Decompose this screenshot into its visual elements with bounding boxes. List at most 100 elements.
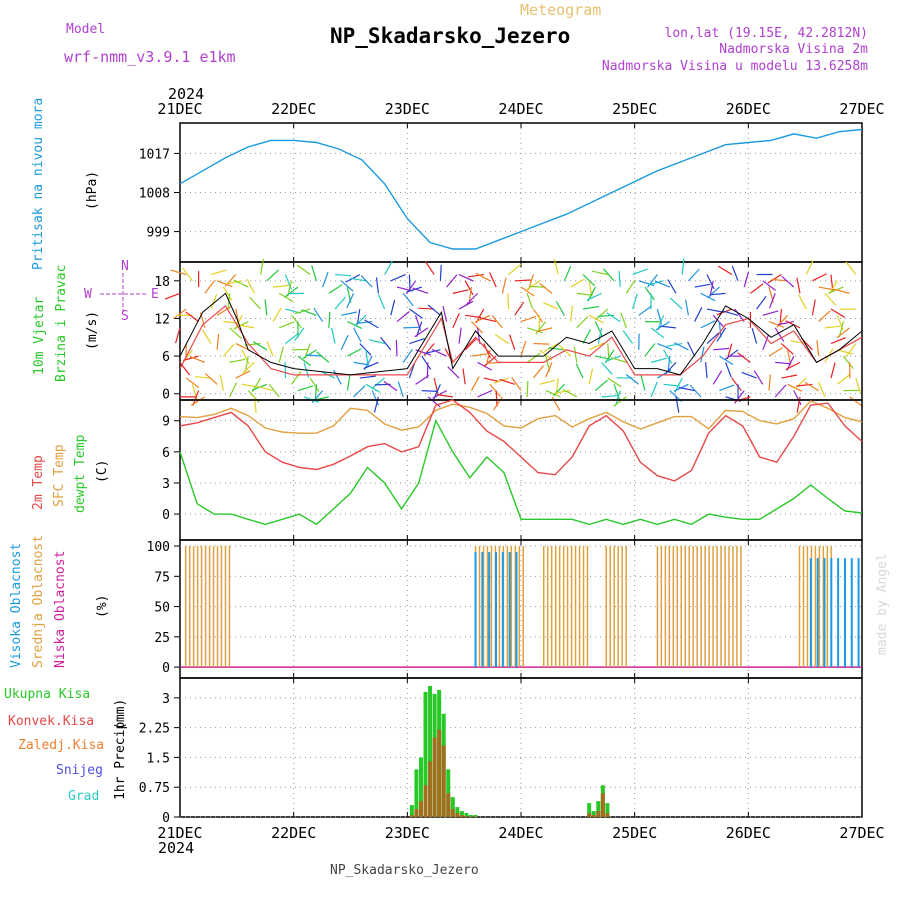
wind-arrow <box>621 313 627 328</box>
wind-arrow <box>425 261 434 274</box>
wind-arrow <box>502 278 506 294</box>
model-name: wrf-nmm_v3.9.1 e1km <box>64 48 236 66</box>
wind-arrow <box>355 315 367 326</box>
wind-arrow <box>396 340 397 356</box>
wind-arrow <box>657 370 671 378</box>
wind-arrow <box>533 366 543 378</box>
wind-arrow <box>775 385 786 397</box>
precip-strat-bar <box>460 815 464 817</box>
date-tick-top: 22DEC <box>271 100 316 118</box>
wind-arrow <box>391 300 395 316</box>
wind-arrow <box>540 283 552 293</box>
lonlat-text: lon,lat (19.15E, 42.2812N) <box>665 26 869 41</box>
wind-arrow <box>655 281 670 287</box>
footer-station: NP_Skadarsko_Jezero <box>330 863 479 878</box>
wind-arrow <box>403 293 413 305</box>
wind-arrow <box>576 364 583 379</box>
wind-arrow <box>744 272 748 287</box>
wind-arrow <box>347 293 354 308</box>
precip-unit: (mm) <box>113 699 128 730</box>
wind-arrow <box>850 397 863 406</box>
y-tick-label: 3 <box>162 692 170 707</box>
wind-arrow <box>769 348 783 356</box>
wind-arrow <box>795 378 807 389</box>
wind-arrow <box>656 322 670 330</box>
wind-arrow <box>453 290 469 294</box>
date-tick-top: 27DEC <box>839 100 884 118</box>
wind-arrow <box>385 261 393 275</box>
wind-arrow <box>459 301 473 309</box>
wind-arrow <box>619 271 620 287</box>
wind-arrow <box>236 371 250 378</box>
wind-arrow <box>223 322 239 323</box>
date-tick-bottom: 26DEC <box>726 824 771 842</box>
wind-arrow <box>639 306 652 315</box>
wind-arrow <box>465 339 476 350</box>
wind-arrow <box>186 312 199 322</box>
precip-strat-bar <box>592 815 596 817</box>
wind-arrow <box>341 335 348 350</box>
wind-arrow <box>217 334 218 350</box>
precip-strat-bar <box>446 793 450 817</box>
y-tick-label: 12 <box>154 312 170 327</box>
wind-arrow <box>347 375 350 391</box>
wind-arrow <box>317 352 329 362</box>
watermark: made by Angel <box>875 553 890 655</box>
precip-strat-bar <box>419 801 423 817</box>
model-altitude-text: Nadmorska Visina u modelu 13.6258m <box>602 59 868 74</box>
wind-arrow <box>364 362 379 368</box>
wind-arrow <box>819 382 825 397</box>
wind-arrow <box>626 375 639 385</box>
wind-arrow <box>633 294 638 309</box>
wind-arrow <box>574 347 577 363</box>
wind-arrow <box>770 293 776 308</box>
model-label: Model <box>66 22 105 37</box>
wind-arrow <box>718 266 732 274</box>
wind-arrow <box>552 397 560 411</box>
wind-arrow <box>688 269 699 281</box>
wind-arrow <box>510 335 515 350</box>
wind-arrow <box>623 331 632 344</box>
date-tick-top: 25DEC <box>612 100 657 118</box>
wind-arrow <box>279 322 294 328</box>
y-tick-label: 0 <box>162 388 170 403</box>
wind-arrow <box>546 362 552 377</box>
wind-arrow <box>812 300 815 316</box>
wind-arrow <box>633 269 648 274</box>
compass-west: W <box>84 287 92 302</box>
wind-arrow <box>571 306 573 322</box>
wind-arrow <box>471 354 487 356</box>
date-tick-bottom: 27DEC <box>839 824 884 842</box>
wind-arrow <box>533 309 542 322</box>
precip-label-graupel: Grad <box>68 789 99 804</box>
wind-arrow <box>310 378 319 391</box>
wind-ylabel-2: Brzina i Pravac <box>54 265 69 382</box>
precip-strat-bar <box>410 815 414 817</box>
wind-arrow <box>165 293 180 299</box>
wind-arrow <box>261 259 264 275</box>
date-tick-bottom: 21DEC <box>157 824 202 842</box>
wind-arrow <box>329 285 342 294</box>
wind-arrow <box>422 356 431 369</box>
wind-arrow <box>725 350 738 360</box>
wind-arrow <box>671 298 683 309</box>
wind-arrow <box>508 293 509 309</box>
wind-arrow <box>230 383 237 397</box>
wind-arrow <box>466 293 477 304</box>
wind-arrow <box>596 309 608 319</box>
wind-arrow <box>220 375 223 391</box>
wind-arrow <box>403 349 412 362</box>
wind-arrow <box>191 397 205 405</box>
wind-arrow <box>297 265 310 274</box>
wind-arrow <box>205 281 215 294</box>
wind-arrow <box>604 269 615 281</box>
wind-arrow <box>301 310 316 316</box>
wind-arrow <box>428 305 440 315</box>
wind-arrow <box>298 386 313 391</box>
wind-arrow <box>843 356 853 369</box>
wind-arrow <box>490 273 497 288</box>
wind-arrow <box>509 264 521 274</box>
precip-label-snow: Snijeg <box>56 763 103 778</box>
wind-arrow <box>205 374 217 385</box>
wind-arrow <box>583 275 595 286</box>
